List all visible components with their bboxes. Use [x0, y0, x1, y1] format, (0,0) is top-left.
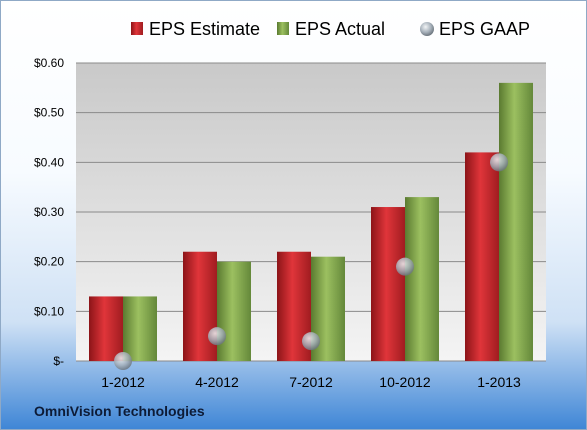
legend-label: EPS GAAP: [439, 19, 530, 39]
y-axis: $- $0.10 $0.20 $0.30 $0.40 $0.50 $0.60: [34, 56, 64, 368]
x-tick-label: 1-2012: [101, 374, 145, 390]
estimate-bar: [89, 296, 123, 361]
x-tick-label: 4-2012: [195, 374, 239, 390]
legend-label: EPS Actual: [295, 19, 385, 39]
estimate-bar: [465, 152, 499, 361]
legend: EPS Estimate EPS Actual EPS GAAP: [131, 19, 530, 39]
legend-swatch: [277, 22, 289, 35]
actual-bar: [217, 261, 251, 361]
y-tick-label: $0.50: [34, 106, 64, 120]
actual-bar: [123, 296, 157, 361]
x-tick-label: 7-2012: [289, 374, 333, 390]
x-tick-label: 1-2013: [477, 374, 521, 390]
gaap-marker: [208, 327, 226, 346]
actual-bar: [405, 197, 439, 361]
gaap-marker: [396, 257, 414, 276]
y-tick-label: $0.60: [34, 56, 64, 70]
legend-swatch: [420, 22, 434, 36]
gaap-marker: [490, 153, 508, 172]
estimate-bar: [183, 251, 217, 361]
y-tick-label: $0.20: [34, 255, 64, 269]
gaap-marker: [302, 332, 320, 351]
bars: [89, 82, 533, 361]
estimate-bar: [371, 207, 405, 361]
x-axis: 1-2012 4-2012 7-2012 10-2012 1-2013: [101, 374, 521, 390]
y-tick-label: $0.30: [34, 205, 64, 219]
actual-bar: [499, 82, 533, 361]
y-tick-label: $-: [53, 354, 64, 368]
gaap-markers: [114, 153, 508, 370]
legend-swatch: [131, 22, 143, 35]
y-tick-label: $0.10: [34, 304, 64, 318]
x-tick-label: 10-2012: [379, 374, 431, 390]
company-name: OmniVision Technologies: [34, 403, 205, 419]
legend-label: EPS Estimate: [149, 19, 260, 39]
y-tick-label: $0.40: [34, 155, 64, 169]
gaap-marker: [114, 352, 132, 370]
